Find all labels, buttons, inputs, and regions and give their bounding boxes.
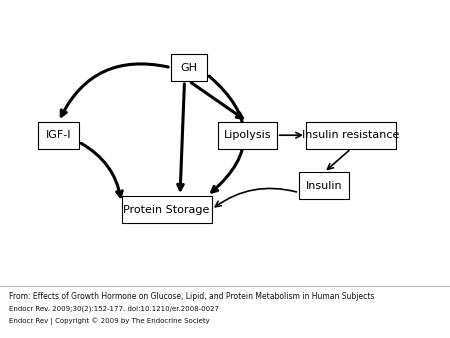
FancyBboxPatch shape <box>299 172 349 199</box>
FancyBboxPatch shape <box>171 54 207 81</box>
FancyBboxPatch shape <box>38 122 79 149</box>
Text: Insulin: Insulin <box>306 181 342 191</box>
Text: Protein Storage: Protein Storage <box>123 204 210 215</box>
Text: Insulin resistance: Insulin resistance <box>302 130 400 140</box>
Text: Lipolysis: Lipolysis <box>224 130 271 140</box>
Text: Endocr Rev. 2009;30(2):152-177. doi:10.1210/er.2008-0027: Endocr Rev. 2009;30(2):152-177. doi:10.1… <box>9 306 219 312</box>
Text: IGF-I: IGF-I <box>46 130 71 140</box>
FancyBboxPatch shape <box>218 122 277 149</box>
FancyBboxPatch shape <box>122 196 212 223</box>
Text: From: Effects of Growth Hormone on Glucose, Lipid, and Protein Metabolism in Hum: From: Effects of Growth Hormone on Gluco… <box>9 292 374 301</box>
Text: Endocr Rev | Copyright © 2009 by The Endocrine Society: Endocr Rev | Copyright © 2009 by The End… <box>9 318 210 325</box>
FancyBboxPatch shape <box>306 122 396 149</box>
Text: GH: GH <box>180 63 198 73</box>
